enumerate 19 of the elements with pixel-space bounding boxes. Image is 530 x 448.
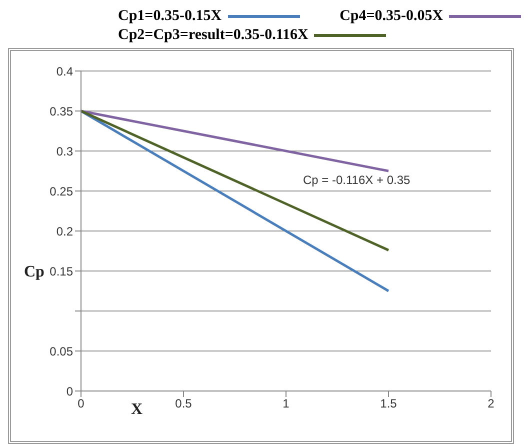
x-tick-label: 1.5: [380, 396, 398, 411]
annotation: Cp = -0.116X + 0.35: [301, 173, 412, 187]
y-tick-label: 0.4: [56, 64, 74, 78]
y-tick-label: 0: [66, 384, 74, 398]
y-tick-label: 0.25: [50, 184, 74, 198]
legend-label: Cp4=0.35-0.05X: [340, 8, 444, 25]
y-tick-label: 0.3: [56, 144, 74, 158]
x-tick-label: 2: [488, 396, 495, 411]
x-tick-label: 0.5: [175, 396, 192, 411]
y-tick-label: 0.05: [50, 344, 74, 358]
x-tick-label: 1: [282, 396, 290, 411]
y-tick-label: 0.35: [50, 104, 74, 118]
x-tick-label: 0: [78, 396, 85, 411]
legend-label: Cp1=0.35-0.15X: [118, 8, 222, 25]
y-axis-title: Cp: [24, 264, 45, 281]
y-tick-label: 0.15: [50, 264, 74, 278]
y-tick-label: 0.2: [56, 224, 74, 238]
legend-label: Cp2=Cp3=result=0.35-0.116X: [118, 27, 308, 44]
x-axis-title: X: [131, 401, 143, 418]
